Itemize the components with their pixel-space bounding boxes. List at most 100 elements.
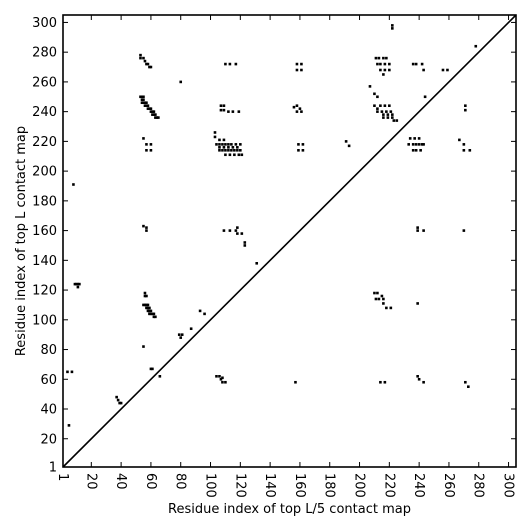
- contact-point: [295, 62, 299, 66]
- contact-point: [411, 62, 415, 66]
- contact-point: [407, 143, 411, 146]
- contact-point: [222, 138, 226, 142]
- x-tick-label: 140: [262, 473, 277, 498]
- contact-point: [145, 226, 148, 229]
- contact-point: [416, 302, 419, 305]
- contact-point: [145, 62, 148, 66]
- contact-point: [142, 101, 145, 105]
- contact-point: [441, 68, 445, 72]
- contact-point: [414, 62, 418, 66]
- contact-point: [151, 367, 154, 371]
- contact-point: [383, 104, 387, 107]
- y-tick-label: 40: [40, 403, 57, 418]
- contact-point: [219, 377, 223, 381]
- contact-point: [408, 137, 412, 140]
- contact-point: [373, 291, 376, 295]
- contact-point: [474, 44, 478, 48]
- contact-point: [417, 143, 421, 146]
- x-tick-label: 200: [352, 473, 367, 498]
- contact-point: [228, 229, 232, 232]
- contact-point: [422, 380, 425, 384]
- contact-point: [297, 149, 300, 152]
- contact-point: [76, 285, 80, 289]
- contact-point: [376, 62, 379, 66]
- x-tick-label: 40: [113, 473, 128, 490]
- y-tick-label: 240: [32, 105, 57, 120]
- contact-point: [300, 68, 303, 72]
- contact-point: [76, 282, 80, 286]
- contact-point: [145, 294, 148, 298]
- contact-point: [218, 146, 221, 149]
- contact-point: [420, 143, 424, 146]
- contact-point: [374, 56, 378, 60]
- contact-point: [140, 101, 144, 105]
- contact-point: [379, 104, 382, 107]
- contact-point: [295, 104, 299, 107]
- x-tick-label: 180: [322, 473, 337, 498]
- contact-point: [422, 229, 425, 232]
- contact-point: [295, 110, 299, 113]
- x-tick-label: 240: [411, 473, 426, 498]
- contact-point: [154, 116, 157, 119]
- contact-point: [373, 104, 376, 107]
- contact-point: [422, 143, 425, 146]
- contact-point: [388, 104, 391, 107]
- contact-point: [382, 113, 385, 116]
- x-tick-label: 100: [203, 473, 218, 498]
- contact-point: [388, 62, 391, 66]
- contact-point: [239, 149, 242, 152]
- contact-point: [139, 95, 142, 99]
- contact-point: [146, 104, 150, 107]
- contact-point: [379, 62, 382, 66]
- contact-point: [237, 153, 241, 157]
- contact-point: [231, 146, 235, 149]
- contact-point: [139, 56, 142, 60]
- contact-point: [151, 110, 154, 113]
- y-axis-title: Residue index of top L contact map: [14, 126, 29, 356]
- contact-point: [292, 105, 296, 109]
- contact-point: [420, 62, 424, 66]
- contact-point: [233, 149, 236, 152]
- contact-point: [157, 116, 160, 119]
- contact-point: [177, 333, 181, 336]
- contact-point: [464, 108, 467, 112]
- contact-point: [158, 375, 162, 378]
- contact-point: [376, 95, 379, 99]
- contact-point: [383, 68, 387, 72]
- contact-point: [230, 149, 233, 152]
- contact-point: [383, 380, 387, 384]
- contact-point: [467, 385, 470, 389]
- x-tick-label: 20: [83, 473, 98, 490]
- contact-point: [143, 303, 147, 307]
- y-tick-label: 120: [32, 284, 57, 299]
- y-tick-label: 180: [32, 194, 57, 209]
- contact-point: [222, 108, 226, 112]
- contact-point: [224, 153, 227, 157]
- contact-point: [146, 107, 150, 110]
- contact-point: [392, 119, 396, 122]
- contact-point: [219, 108, 223, 112]
- contact-point: [142, 98, 145, 102]
- contact-point: [380, 110, 384, 113]
- contact-point: [73, 282, 77, 286]
- contact-point: [149, 110, 153, 113]
- contact-point: [145, 229, 148, 232]
- x-axis: 1 20 40 60 80 100 120 140 160 180 200 220 240 260 280 3…: [55, 15, 516, 498]
- contact-point: [344, 140, 348, 143]
- contact-point: [179, 336, 183, 339]
- contact-point: [145, 149, 148, 152]
- contact-point: [146, 306, 150, 310]
- contact-point: [240, 153, 244, 157]
- contact-point: [218, 138, 221, 142]
- contact-point: [228, 153, 232, 157]
- y-tick-label: 20: [40, 432, 57, 447]
- contact-point: [385, 56, 388, 60]
- contact-point: [236, 226, 239, 229]
- contact-point: [142, 224, 145, 228]
- x-tick-label: 80: [173, 473, 188, 490]
- contact-point: [416, 229, 419, 232]
- x-tick-label: 160: [292, 473, 307, 498]
- contact-point: [236, 146, 239, 149]
- contact-point: [180, 333, 184, 336]
- contact-point: [142, 345, 145, 348]
